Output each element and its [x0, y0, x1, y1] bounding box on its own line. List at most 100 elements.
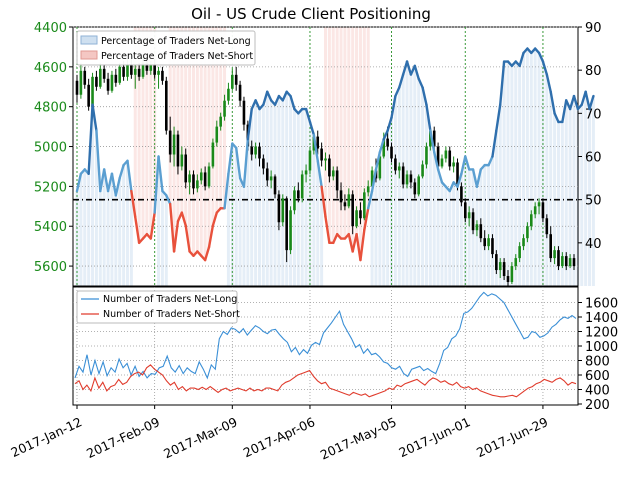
- candle-body: [219, 116, 222, 127]
- regime-stripe: [191, 27, 195, 256]
- percent-long-segment: [568, 94, 576, 111]
- candle-body: [231, 74, 234, 89]
- percent-long-segment: [487, 155, 494, 167]
- regime-stripe: [556, 121, 560, 286]
- candle-body: [207, 166, 211, 187]
- percent-long-segment: [203, 245, 211, 262]
- regime-stripe: [393, 96, 397, 286]
- candle-body: [397, 166, 401, 171]
- candle-body: [557, 250, 560, 267]
- candle-body: [304, 170, 308, 175]
- percent-long-segment: [413, 64, 420, 81]
- regime-stripe: [386, 130, 390, 286]
- regime-stripe: [339, 27, 343, 239]
- percent-long-segment: [436, 168, 444, 184]
- top-panel: 5600 5400 5200 5000 4800 4600 4400 90 80 70 60 50 40…: [34, 21, 602, 287]
- candle-body: [456, 162, 459, 187]
- regime-stripe: [106, 191, 110, 286]
- regime-stripe: [432, 152, 436, 286]
- candle-body: [297, 190, 300, 199]
- percent-long-segment: [95, 129, 102, 193]
- regime-stripe: [591, 96, 595, 286]
- regime-stripe: [572, 96, 576, 286]
- candle-body: [429, 130, 432, 147]
- candle-body: [153, 64, 156, 75]
- candle-body: [234, 74, 238, 85]
- percent-long-segment: [386, 116, 393, 132]
- regime-stripe: [320, 186, 324, 286]
- regime-stripe: [211, 27, 215, 226]
- candle-body: [568, 258, 572, 267]
- percent-long-segment: [367, 189, 374, 210]
- regime-stripe: [487, 165, 491, 286]
- percent-long-segment: [91, 103, 98, 132]
- candle-body: [312, 136, 316, 151]
- regime-stripe: [568, 109, 572, 287]
- candle-body: [537, 202, 541, 207]
- regime-stripe: [343, 27, 347, 239]
- regime-stripe: [362, 27, 366, 230]
- percent-long-segment: [588, 94, 595, 111]
- regime-stripe: [498, 104, 502, 286]
- candle-body: [176, 134, 180, 167]
- percent-long-segment: [425, 103, 432, 132]
- candle-body: [510, 266, 514, 283]
- candle-body: [378, 156, 382, 179]
- percent-long-segment: [398, 73, 405, 89]
- regime-stripe: [564, 100, 568, 286]
- regime-stripe: [588, 109, 592, 287]
- percent-long-segment: [273, 94, 281, 106]
- candle-body: [265, 168, 269, 181]
- bottom-legend-box: [76, 290, 238, 324]
- regime-stripe: [316, 160, 320, 286]
- candle-body: [293, 190, 296, 211]
- candle-body: [269, 176, 273, 181]
- candle-body: [168, 130, 172, 155]
- regime-stripe: [518, 65, 522, 286]
- right-tick-label: 90: [585, 21, 602, 36]
- percent-long-segment: [448, 181, 455, 193]
- percent-long-segment: [320, 185, 327, 219]
- regime-stripe: [75, 191, 79, 286]
- regime-stripe: [133, 27, 137, 217]
- bottom-right-tick-label: 1200: [585, 326, 618, 341]
- percent-long-segment: [153, 155, 160, 214]
- percent-long-segment: [289, 94, 296, 111]
- percent-long-segment: [211, 211, 218, 227]
- regime-stripe: [91, 104, 95, 286]
- percent-long-segment: [553, 112, 560, 124]
- candle-body: [161, 70, 164, 81]
- candle-body: [83, 70, 87, 85]
- candle-body: [541, 202, 545, 219]
- regime-stripe: [129, 191, 133, 286]
- candle-body: [130, 64, 133, 75]
- percent-long-segment: [87, 103, 94, 175]
- candle-body: [211, 142, 215, 167]
- regime-stripe: [195, 27, 199, 252]
- chart-title: Oil - US Crude Client Positioning: [191, 5, 431, 23]
- candle-body: [98, 68, 102, 87]
- regime-stripe: [467, 169, 471, 286]
- percent-long-segment: [499, 60, 506, 106]
- series-line-net-long: [74, 291, 577, 380]
- candle-body: [467, 212, 471, 219]
- candle-body: [529, 214, 533, 227]
- regime-stripe: [452, 182, 456, 286]
- percent-long-segment: [114, 176, 121, 197]
- candle-body: [440, 158, 444, 167]
- regime-stripe: [545, 74, 549, 286]
- regime-stripe: [475, 186, 479, 286]
- percent-long-segment: [172, 220, 180, 253]
- regime-stripe: [366, 27, 370, 209]
- candle-body: [533, 206, 537, 215]
- regime-stripe: [199, 27, 203, 256]
- regime-stripe: [424, 104, 428, 286]
- candle-body: [110, 74, 114, 91]
- regime-stripe: [448, 191, 452, 286]
- candle-body: [331, 170, 335, 177]
- candle-body: [370, 170, 374, 187]
- candle-body: [188, 174, 191, 183]
- regime-stripe: [230, 143, 234, 286]
- right-tick-label: 60: [585, 151, 602, 166]
